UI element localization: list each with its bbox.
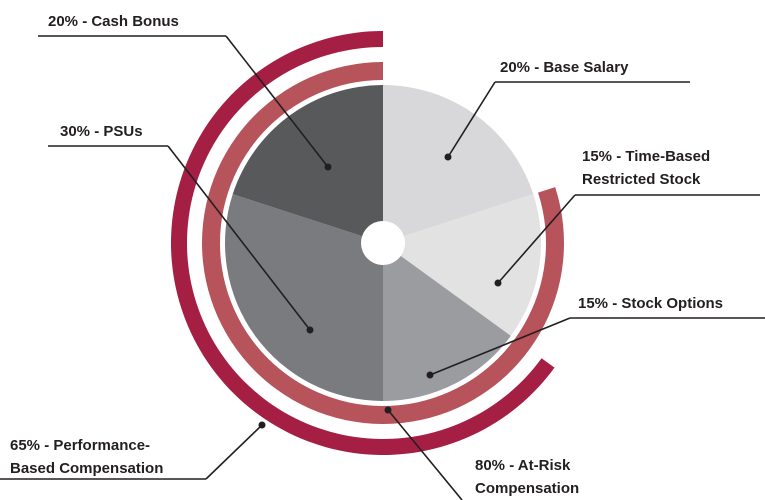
ring-label: 65% - Performance- [10,437,150,454]
leader-line [205,424,263,480]
leader-line [387,409,463,500]
pie-slice [224,194,383,401]
leader-dot [426,371,434,379]
slice-label: 20% - Base Salary [500,59,629,76]
leader-dot [444,153,452,161]
pie-slice [383,194,541,336]
leader-line [429,317,571,376]
leader-dot [324,163,332,171]
leader-line [225,35,329,168]
slice-label: 30% - PSUs [60,123,143,140]
pie-slice [232,85,383,243]
slice-label: 15% - Time-Based [582,148,710,165]
leader-dot [384,406,392,414]
leader-dot [494,279,502,287]
ring-label: Compensation [475,480,579,497]
leader-dot [258,421,266,429]
leader-dot [306,326,314,334]
leader-line [497,194,576,284]
pie-slice [383,85,534,243]
leader-line [167,145,311,331]
leader-line [447,81,496,158]
ring-label: 80% - At-Risk [475,457,571,474]
pie-slice [383,243,511,401]
slice-label: Restricted Stock [582,171,701,188]
slice-label: 20% - Cash Bonus [48,13,179,30]
ring-label: Based Compensation [10,460,163,477]
slice-label: 15% - Stock Options [578,295,723,312]
center-hole [361,221,405,265]
